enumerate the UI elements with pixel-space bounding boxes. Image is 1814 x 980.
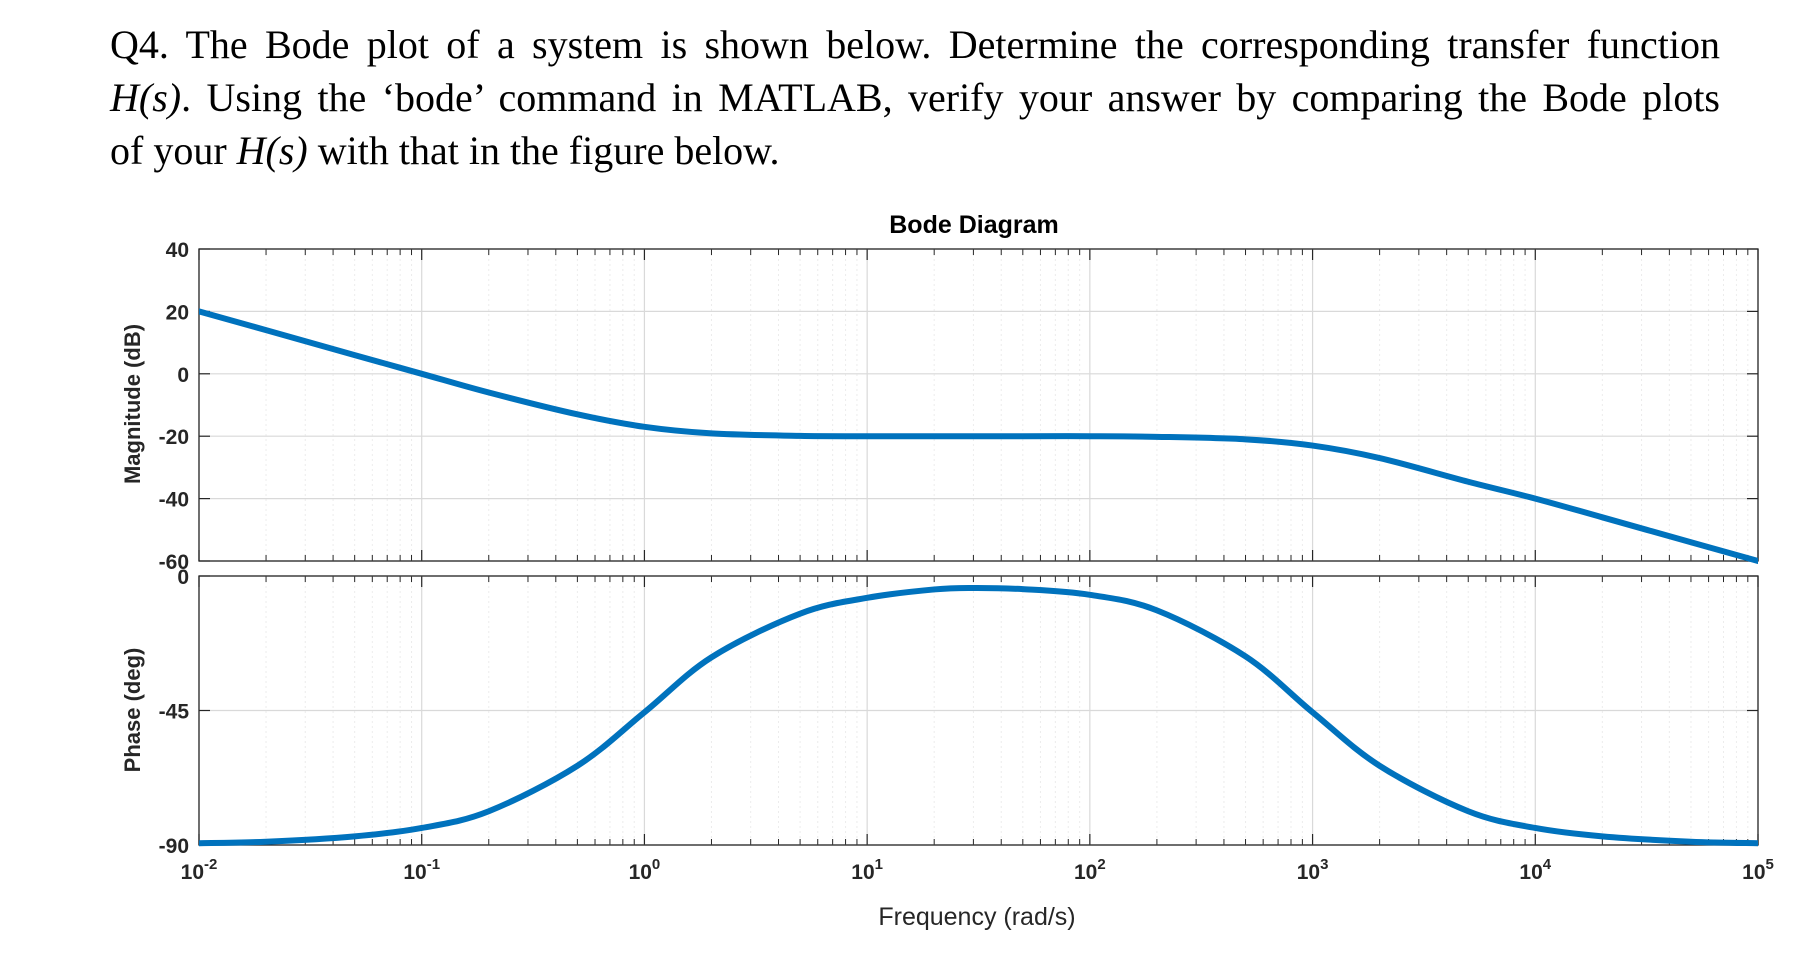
magnitude-y-tick-label: -40 — [159, 489, 189, 512]
magnitude-plot-area — [199, 249, 1758, 561]
x-tick-label: 10-1 — [403, 856, 440, 884]
question-line-2: H(s). Using the ‘bode’ command in MATLAB… — [110, 71, 1720, 124]
x-tick-label: 105 — [1742, 856, 1774, 884]
magnitude-y-tick-label: -60 — [159, 551, 189, 574]
x-tick-label: 102 — [1074, 856, 1106, 884]
transfer-function-symbol-2: H(s) — [236, 128, 308, 173]
magnitude-y-tick-label: 20 — [166, 301, 189, 324]
phase-axes-frame — [198, 575, 1759, 846]
phase-axis-label: Phase (deg) — [120, 648, 145, 773]
magnitude-series-line — [199, 308, 1758, 564]
question-line-3-start: of your — [110, 128, 237, 173]
phase-y-tick-label: -45 — [159, 701, 190, 724]
transfer-function-symbol: H(s) — [110, 75, 182, 120]
magnitude-y-tick-label: 40 — [166, 239, 189, 262]
phase-y-tick-label: -90 — [159, 835, 189, 858]
chart-title: Bode Diagram — [889, 211, 1058, 239]
question-text: Q4. The Bode plot of a system is shown b… — [110, 18, 1720, 177]
question-line-1: Q4. The Bode plot of a system is shown b… — [110, 22, 1720, 67]
magnitude-y-tick-label: 0 — [177, 364, 189, 387]
x-tick-label: 10-2 — [181, 856, 218, 884]
phase-y-tick-label: 0 — [177, 566, 189, 589]
frequency-axis-label: Frequency (rad/s) — [878, 903, 1075, 931]
phase-series-line — [199, 584, 1758, 847]
magnitude-axis-label: Magnitude (dB) — [120, 324, 145, 484]
x-tick-label: 103 — [1297, 856, 1329, 884]
question-line-2-text: . Using the ‘bode’ command in MATLAB, ve… — [181, 75, 1720, 120]
magnitude-axes-frame — [198, 248, 1759, 562]
x-tick-labels: 10-2 10-1 100 101 102 103 104 105 — [181, 856, 1774, 884]
question-line-3: of your H(s) with that in the figure bel… — [110, 124, 1720, 177]
phase-panel: 0 -45 -90 — [159, 566, 1759, 858]
magnitude-panel: 40 20 0 -20 -40 -60 — [159, 239, 1759, 574]
x-tick-label: 101 — [851, 856, 883, 884]
magnitude-y-tick-label: -20 — [159, 426, 189, 449]
x-tick-label: 100 — [629, 856, 661, 884]
x-tick-label: 104 — [1519, 856, 1551, 884]
question-line-3-end: with that in the figure below. — [307, 128, 780, 173]
